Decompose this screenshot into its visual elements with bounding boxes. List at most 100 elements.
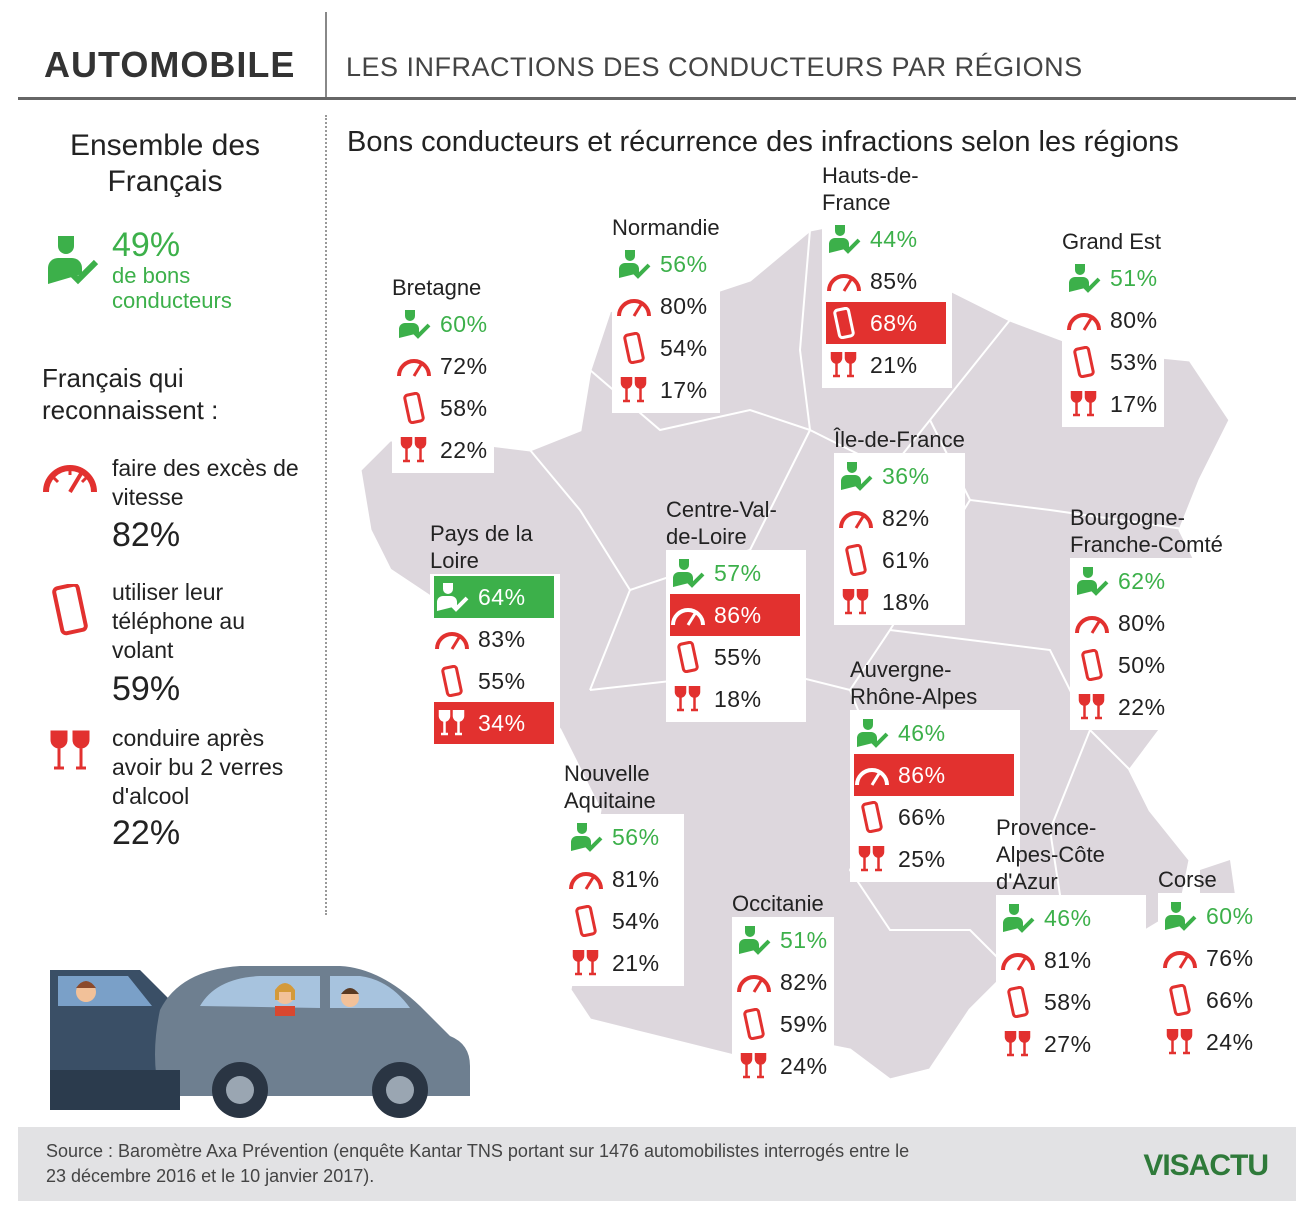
phone-icon (434, 664, 470, 698)
wine-glasses-icon (826, 348, 862, 382)
alcohol-pct: 24% (780, 1052, 828, 1079)
speed-pct: 86% (714, 601, 762, 628)
region-name: Provence-Alpes-Côte d'Azur (996, 815, 1105, 894)
speedometer-icon (736, 965, 772, 999)
phone-icon (1066, 345, 1102, 379)
speedometer-icon (616, 289, 652, 323)
region-bourgogne-franche-comte: Bourgogne-Franche-Comté 62% 80% 50% 22% (1070, 504, 1270, 730)
alcohol-pct: 22% (1118, 693, 1166, 720)
good-pct: 56% (612, 823, 660, 850)
speed-pct: 76% (1206, 944, 1254, 971)
speed-pct: 72% (440, 352, 488, 379)
good-driver-icon (1066, 261, 1102, 295)
good-pct: 46% (898, 719, 946, 746)
alcohol-pct: 18% (882, 588, 930, 615)
column-divider (325, 115, 327, 915)
region-normandie: Normandie 56% 80% 54% 17% (612, 214, 720, 413)
good-driver-icon (826, 222, 862, 256)
wine-glasses-icon (50, 730, 90, 770)
region-occitanie: Occitanie 51% 82% 59% 24% (732, 890, 834, 1089)
region-name: Nouvelle Aquitaine (564, 761, 656, 813)
alcohol-pct: 22% (112, 814, 181, 852)
speed-pct: 80% (1118, 609, 1166, 636)
alcohol-pct: 24% (1206, 1028, 1254, 1055)
speed-pct: 81% (612, 865, 660, 892)
good-pct: 56% (660, 250, 708, 277)
phone-pct: 55% (478, 667, 526, 694)
phone-icon (854, 800, 890, 834)
phone-pct: 54% (612, 907, 660, 934)
national-good-label: de bons conducteurs (112, 263, 232, 313)
page-title: AUTOMOBILE (44, 44, 296, 85)
footer: Source : Baromètre Axa Prévention (enquê… (18, 1127, 1296, 1201)
phone-icon (670, 640, 706, 674)
region-name: Île-de-France (834, 427, 965, 452)
alcohol-pct: 34% (478, 709, 526, 736)
phone-icon (396, 391, 432, 425)
car-illustration (50, 966, 470, 1118)
phone-pct: 58% (440, 394, 488, 421)
region-centre-val-de-loire: Centre-Val-de-Loire 57% 86% 55% 18% (666, 496, 806, 722)
alcohol-label: conduire après avoir bu 2 verres d'alcoo… (112, 725, 284, 809)
alcohol-pct: 17% (1110, 390, 1158, 417)
good-driver-icon (670, 556, 706, 590)
speed-pct: 82% (780, 968, 828, 995)
region-name: Centre-Val-de-Loire (666, 497, 777, 549)
speed-pct: 81% (1044, 946, 1092, 973)
good-pct: 36% (882, 462, 930, 489)
speedometer-icon (854, 758, 890, 792)
good-pct: 64% (478, 583, 526, 610)
speedometer-icon (396, 349, 432, 383)
speedometer-icon (434, 622, 470, 656)
good-driver-icon (1000, 901, 1036, 935)
speed-pct: 80% (1110, 306, 1158, 333)
wine-glasses-icon (616, 373, 652, 407)
wine-glasses-icon (736, 1049, 772, 1083)
phone-pct: 50% (1118, 651, 1166, 678)
speedometer-icon (43, 465, 97, 494)
wine-glasses-icon (854, 842, 890, 876)
region-name: Bourgogne-Franche-Comté (1070, 505, 1223, 557)
alcohol-pct: 22% (440, 436, 488, 463)
alcohol-pct: 18% (714, 685, 762, 712)
region-name: Hauts-de-France (822, 163, 919, 215)
good-driver-icon (838, 459, 874, 493)
page-subtitle: LES INFRACTIONS DES CONDUCTEURS PAR RÉGI… (346, 52, 1083, 82)
header-divider (325, 12, 327, 98)
phone-icon (826, 306, 862, 340)
wine-glasses-icon (434, 706, 470, 740)
speed-pct: 80% (660, 292, 708, 319)
good-driver-icon (48, 236, 99, 285)
region-hauts-de-france: Hauts-de-France 44% 85% 68% 21% (822, 162, 952, 388)
source-note: Source : Baromètre Axa Prévention (enquê… (46, 1141, 910, 1186)
good-pct: 44% (870, 225, 918, 252)
phone-pct: 68% (870, 309, 918, 336)
good-pct: 51% (1110, 264, 1158, 291)
phone-pct: 59% (112, 670, 181, 708)
phone-icon (568, 904, 604, 938)
region-pays-de-la-loire: Pays de la Loire 64% 83% 55% 34% (430, 520, 560, 746)
phone-icon (1000, 985, 1036, 1019)
wine-glasses-icon (396, 433, 432, 467)
alcohol-pct: 25% (898, 845, 946, 872)
map-title: Bons conducteurs et récurrence des infra… (347, 126, 1179, 158)
speedometer-icon (1000, 943, 1036, 977)
speedometer-icon (838, 501, 874, 535)
wine-glasses-icon (1074, 690, 1110, 724)
wine-glasses-icon (568, 946, 604, 980)
region-name: Auvergne-Rhône-Alpes (850, 657, 978, 709)
phone-pct: 58% (1044, 988, 1092, 1015)
speedometer-icon (1162, 941, 1198, 975)
alcohol-pct: 17% (660, 376, 708, 403)
speed-pct: 82% (882, 504, 930, 531)
phone-pct: 55% (714, 643, 762, 670)
region-nouvelle-aquitaine: Nouvelle Aquitaine 56% 81% 54% 21% (564, 760, 684, 986)
good-pct: 46% (1044, 904, 1092, 931)
phone-label: utiliser leur téléphone au volant (112, 579, 246, 663)
wine-glasses-icon (838, 585, 874, 619)
speedometer-icon (1074, 606, 1110, 640)
visactu-logo: VISACTU (1143, 1149, 1269, 1182)
wine-glasses-icon (670, 682, 706, 716)
speed-pct: 86% (898, 761, 946, 788)
national-heading: Ensemble des Français (69, 129, 261, 198)
